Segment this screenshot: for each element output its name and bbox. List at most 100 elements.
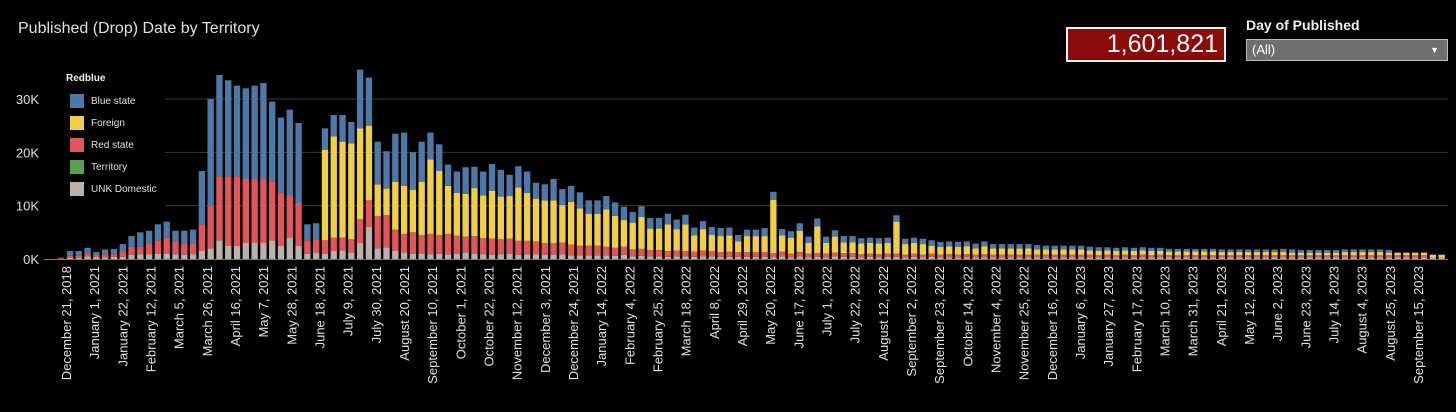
bar-segment-blue-state[interactable] [1174, 248, 1181, 252]
bar-segment-foreign[interactable] [1121, 250, 1129, 255]
bar-segment-blue-state[interactable] [189, 229, 197, 244]
bar-segment-unk-domestic[interactable] [1060, 257, 1067, 259]
bar-segment-unk-domestic[interactable] [1016, 257, 1023, 259]
bar-segment-foreign[interactable] [893, 221, 900, 254]
bar-segment-blue-state[interactable] [594, 200, 601, 214]
bar-segment-foreign[interactable] [708, 235, 715, 251]
bar-segment-red-state[interactable] [1280, 255, 1287, 258]
bar-segment-blue-state[interactable] [603, 196, 610, 210]
bar-segment-blue-state[interactable] [1086, 246, 1094, 251]
bar-segment-unk-domestic[interactable] [875, 257, 883, 259]
bar-segment-blue-state[interactable] [1236, 249, 1243, 253]
bar-segment-blue-state[interactable] [137, 232, 144, 247]
bar-segment-blue-state[interactable] [735, 235, 742, 242]
bar-segment-unk-domestic[interactable] [1121, 257, 1129, 259]
bar-segment-foreign[interactable] [1332, 252, 1340, 256]
bar-segment-red-state[interactable] [1174, 255, 1181, 258]
bar-segment-red-state[interactable] [207, 205, 214, 249]
bar-segment-red-state[interactable] [726, 251, 733, 257]
bar-segment-red-state[interactable] [1077, 254, 1085, 258]
bar-segment-red-state[interactable] [928, 253, 935, 257]
bar-segment-foreign[interactable] [761, 236, 768, 253]
bar-segment-unk-domestic[interactable] [849, 256, 856, 259]
bar-segment-blue-state[interactable] [1385, 249, 1393, 253]
bar-segment-unk-domestic[interactable] [594, 255, 601, 259]
bar-segment-blue-state[interactable] [374, 141, 381, 185]
bar-segment-unk-domestic[interactable] [1218, 257, 1225, 259]
bar-segment-red-state[interactable] [1209, 255, 1217, 258]
bar-segment-unk-domestic[interactable] [1262, 257, 1269, 259]
bar-segment-unk-domestic[interactable] [981, 257, 988, 259]
bar-segment-red-state[interactable] [902, 254, 909, 258]
bar-segment-foreign[interactable] [620, 220, 628, 247]
bar-segment-blue-state[interactable] [1069, 245, 1076, 250]
bar-segment-foreign[interactable] [321, 149, 329, 241]
bar-segment-red-state[interactable] [453, 235, 461, 254]
bar-segment-foreign[interactable] [1227, 252, 1234, 256]
bar-segment-unk-domestic[interactable] [647, 256, 654, 259]
bar-segment-unk-domestic[interactable] [1113, 257, 1120, 259]
bar-segment-unk-domestic[interactable] [462, 252, 469, 259]
bar-segment-red-state[interactable] [787, 253, 795, 258]
bar-segment-blue-state[interactable] [787, 231, 795, 238]
bar-segment-red-state[interactable] [1148, 255, 1155, 258]
bar-segment-unk-domestic[interactable] [717, 256, 724, 259]
bar-segment-foreign[interactable] [436, 171, 443, 235]
bar-segment-foreign[interactable] [1245, 252, 1252, 256]
bar-segment-unk-domestic[interactable] [128, 254, 135, 259]
bar-segment-unk-domestic[interactable] [779, 256, 786, 259]
bar-segment-foreign[interactable] [576, 208, 584, 246]
bar-segment-blue-state[interactable] [822, 236, 830, 243]
bar-segment-blue-state[interactable] [866, 237, 874, 243]
bar-segment-foreign[interactable] [1438, 254, 1445, 258]
bar-segment-foreign[interactable] [1341, 252, 1349, 256]
bar-segment-unk-domestic[interactable] [1025, 257, 1032, 259]
bar-segment-red-state[interactable] [875, 254, 883, 258]
bar-segment-blue-state[interactable] [779, 229, 786, 236]
bar-segment-blue-state[interactable] [181, 230, 188, 245]
bar-segment-blue-state[interactable] [1051, 245, 1058, 250]
bar-segment-blue-state[interactable] [154, 224, 162, 241]
bar-segment-blue-state[interactable] [488, 164, 496, 191]
day-of-published-dropdown[interactable]: (All) ▼ [1246, 39, 1448, 61]
bar-segment-foreign[interactable] [1236, 252, 1243, 256]
bar-segment-blue-state[interactable] [638, 206, 645, 217]
bar-segment-red-state[interactable] [1297, 255, 1305, 258]
bar-segment-blue-state[interactable] [585, 200, 592, 214]
bar-segment-blue-state[interactable] [365, 77, 373, 126]
bar-segment-red-state[interactable] [946, 254, 953, 258]
bar-segment-unk-domestic[interactable] [550, 254, 557, 259]
bar-segment-red-state[interactable] [1025, 254, 1032, 258]
bar-segment-red-state[interactable] [1104, 254, 1111, 258]
bar-segment-blue-state[interactable] [902, 238, 909, 245]
bar-segment-unk-domestic[interactable] [998, 257, 1006, 259]
bar-segment-foreign[interactable] [990, 248, 997, 255]
bar-segment-unk-domestic[interactable] [937, 257, 944, 259]
bar-segment-foreign[interactable] [497, 196, 504, 240]
bar-segment-blue-state[interactable] [1148, 247, 1155, 251]
bar-segment-red-state[interactable] [1033, 254, 1041, 258]
bar-segment-red-state[interactable] [691, 251, 698, 257]
bar-segment-red-state[interactable] [954, 254, 962, 258]
bar-segment-blue-state[interactable] [1042, 245, 1050, 250]
bar-segment-red-state[interactable] [444, 233, 452, 255]
bar-segment-red-state[interactable] [752, 252, 759, 257]
bar-segment-unk-domestic[interactable] [902, 257, 909, 259]
bar-segment-blue-state[interactable] [682, 214, 689, 225]
bar-segment-foreign[interactable] [972, 248, 979, 255]
bar-segment-unk-domestic[interactable] [1007, 257, 1014, 259]
bar-segment-foreign[interactable] [1429, 254, 1436, 258]
legend-item-red-state[interactable]: Red state [66, 134, 157, 156]
bar-segment-foreign[interactable] [849, 242, 856, 254]
bar-segment-blue-state[interactable] [515, 166, 522, 188]
bar-segment-foreign[interactable] [506, 196, 513, 239]
bar-segment-unk-domestic[interactable] [928, 256, 935, 259]
bar-segment-red-state[interactable] [1130, 255, 1138, 258]
bar-segment-red-state[interactable] [1192, 255, 1199, 258]
bar-segment-red-state[interactable] [594, 245, 601, 256]
bar-segment-red-state[interactable] [620, 246, 628, 255]
bar-segment-unk-domestic[interactable] [770, 257, 777, 259]
bar-segment-blue-state[interactable] [884, 237, 891, 243]
bar-segment-unk-domestic[interactable] [436, 253, 443, 259]
bar-segment-red-state[interactable] [233, 176, 241, 246]
